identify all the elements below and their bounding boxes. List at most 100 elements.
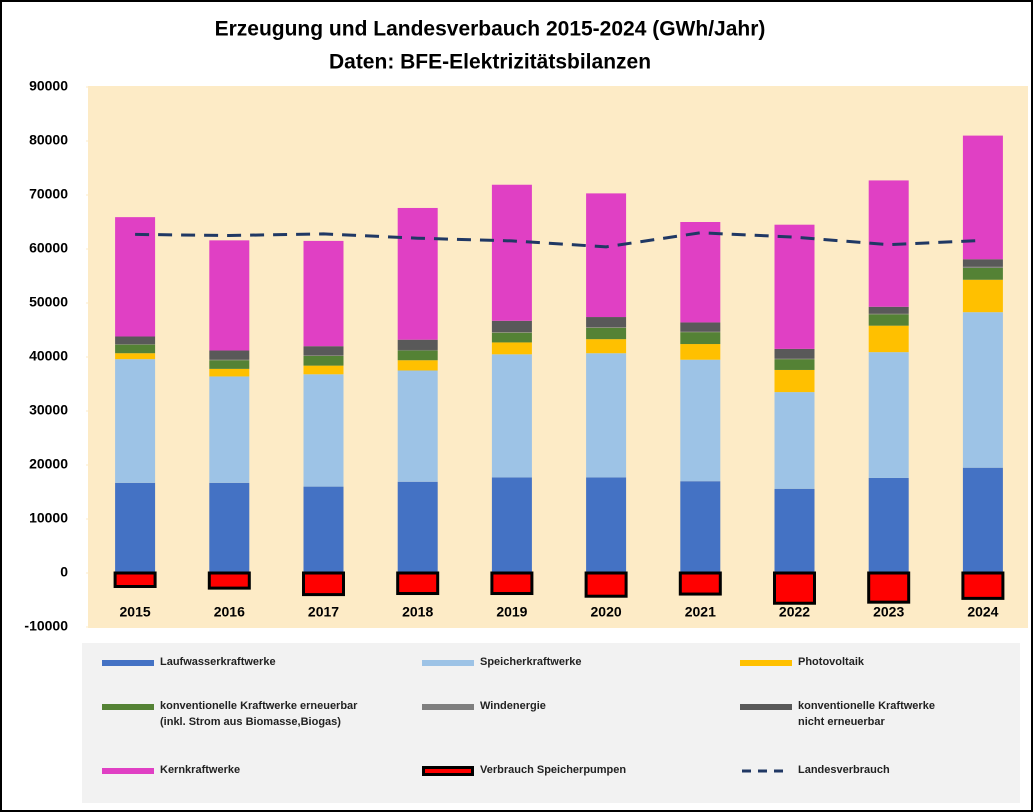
bar <box>774 488 815 573</box>
y-tick-label: -10000 <box>24 618 68 634</box>
legend-label: Speicherkraftwerke <box>480 656 582 668</box>
legend-swatch <box>742 769 790 773</box>
chart-subtitle: Daten: BFE-Elektrizitätsbilanzen <box>329 51 651 74</box>
bar <box>303 365 344 375</box>
bar <box>209 350 250 360</box>
legend-swatch <box>102 660 154 666</box>
legend-item: konventionelle Kraftwerke erneuerbar (in… <box>82 693 402 757</box>
bar <box>396 571 440 596</box>
x-tick-label: 2021 <box>685 604 716 620</box>
y-tick-label: 90000 <box>29 78 68 94</box>
y-tick-label: 10000 <box>29 510 68 526</box>
bar <box>586 477 627 573</box>
bar <box>774 348 815 359</box>
bar <box>303 346 344 356</box>
bar <box>962 312 1003 468</box>
legend-item: Landesverbrauch <box>720 757 1020 801</box>
legend-item: Kernkraftwerke <box>82 757 402 801</box>
bar <box>774 358 815 360</box>
legend-box <box>740 660 792 666</box>
y-tick-label: 0 <box>60 564 68 580</box>
bar <box>303 240 344 347</box>
bar <box>680 222 721 323</box>
bar <box>680 322 721 332</box>
legend-box <box>422 660 474 666</box>
legend-box <box>422 766 474 776</box>
legend-swatch <box>102 704 154 710</box>
bar <box>491 320 532 333</box>
bar <box>115 344 156 354</box>
bar <box>209 240 250 351</box>
legend-swatch <box>740 704 792 710</box>
x-tick-label: 2023 <box>873 604 904 620</box>
bar <box>209 368 250 377</box>
legend-box <box>102 660 154 666</box>
bar <box>868 325 909 353</box>
legend-item: Laufwasserkraftwerke <box>82 649 402 693</box>
bar <box>586 353 627 478</box>
legend-swatch <box>422 660 474 666</box>
bar <box>962 266 1003 268</box>
bar <box>397 339 438 350</box>
x-tick-label: 2024 <box>967 604 998 620</box>
bar <box>868 306 909 314</box>
legend-label: Kernkraftwerke <box>160 764 241 776</box>
bar <box>586 327 627 328</box>
legend-box <box>422 704 474 710</box>
bar <box>397 481 438 573</box>
y-tick-label: 30000 <box>29 402 68 418</box>
bar <box>774 359 815 370</box>
line <box>135 231 983 249</box>
bar <box>115 336 156 345</box>
x-tick-label: 2020 <box>591 604 622 620</box>
bar <box>868 352 909 478</box>
bar <box>586 193 627 318</box>
bar <box>397 207 438 340</box>
bar <box>209 376 250 483</box>
bar <box>867 571 911 604</box>
x-tick-label: 2022 <box>779 604 810 620</box>
legend-item: Verbrauch Speicherpumpen <box>402 757 720 801</box>
bar <box>490 571 534 596</box>
legend-swatch <box>740 660 792 666</box>
y-tick-label: 70000 <box>29 186 68 202</box>
chart-title: Erzeugung und Landesverbauch 2015-2024 (… <box>215 18 766 41</box>
x-tick-label: 2017 <box>308 604 339 620</box>
bar <box>868 314 909 326</box>
x-tick-label: 2015 <box>120 604 151 620</box>
legend: Laufwasserkraftwerke Speicherkraftwerke Ph… <box>82 643 1020 803</box>
legend-item: konventionelle Kraftwerke nicht erneuerb… <box>720 693 1020 757</box>
bar <box>209 360 250 369</box>
bar <box>115 353 156 360</box>
legend-item: Speicherkraftwerke <box>402 649 720 693</box>
x-tick-label: 2016 <box>214 604 245 620</box>
x-tick-label: 2019 <box>496 604 527 620</box>
bar <box>773 571 816 605</box>
bar <box>491 184 532 321</box>
bar <box>303 355 344 366</box>
bar <box>303 374 344 487</box>
bar <box>962 279 1003 313</box>
legend-item: Photovoltaik <box>720 649 1020 693</box>
legend-box <box>102 768 154 774</box>
y-tick-label: 60000 <box>29 240 68 256</box>
bar <box>115 217 156 337</box>
legend-swatch <box>102 768 154 774</box>
bar <box>961 571 1005 600</box>
legend-label: konventionelle Kraftwerke erneuerbar (in… <box>160 700 358 728</box>
bar <box>962 467 1003 573</box>
bar <box>115 482 156 573</box>
bar <box>680 332 721 345</box>
bar <box>680 481 721 573</box>
legend-swatch <box>422 766 474 776</box>
bar <box>962 259 1003 267</box>
bar <box>113 571 157 588</box>
bar <box>962 135 1003 260</box>
legend-box <box>740 704 792 710</box>
legend-box <box>102 704 154 710</box>
bar <box>584 571 628 598</box>
y-tick-label: 50000 <box>29 294 68 310</box>
bar <box>680 344 721 360</box>
